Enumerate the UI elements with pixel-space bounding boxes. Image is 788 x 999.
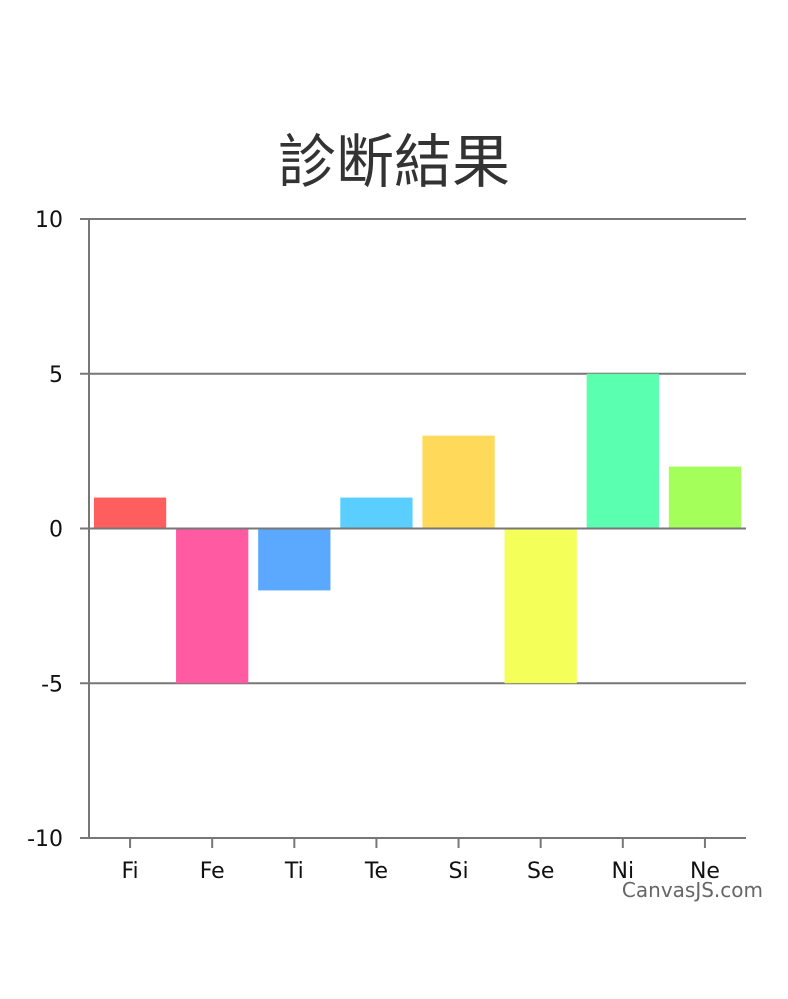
y-tick-label: 10: [35, 208, 63, 233]
axes-layer: [80, 218, 746, 848]
credit-text: CanvasJS.com: [622, 878, 763, 902]
x-tick-label-ne: Ne: [690, 859, 720, 884]
x-tick-label-fi: Fi: [121, 859, 138, 884]
x-tick-label-ni: Ni: [612, 859, 635, 884]
x-tick-label-si: Si: [449, 859, 469, 884]
bar-si: [422, 435, 495, 529]
x-tick-label-te: Te: [364, 859, 388, 884]
y-tick-label: 0: [49, 518, 63, 543]
labels-layer: 10 5 0 -5 -10 Fi Fe Ti Te Si Se Ni Ne: [27, 208, 720, 884]
bar-ti: [258, 528, 331, 591]
bars-layer: [93, 373, 742, 684]
y-tick-label: 5: [49, 363, 63, 388]
bar-se: [504, 528, 577, 684]
x-tick-label-ti: Ti: [284, 859, 304, 884]
bar-ni: [586, 373, 659, 529]
bar-te: [340, 497, 413, 529]
bar-fe: [176, 528, 249, 684]
y-tick-label: -5: [41, 672, 63, 697]
x-tick-label-fe: Fe: [200, 859, 225, 884]
y-tick-label: -10: [27, 827, 63, 852]
x-tick-label-se: Se: [527, 859, 555, 884]
chart-title: 診断結果: [278, 128, 510, 196]
bar-ne: [668, 466, 742, 529]
bar-fi: [93, 497, 167, 529]
